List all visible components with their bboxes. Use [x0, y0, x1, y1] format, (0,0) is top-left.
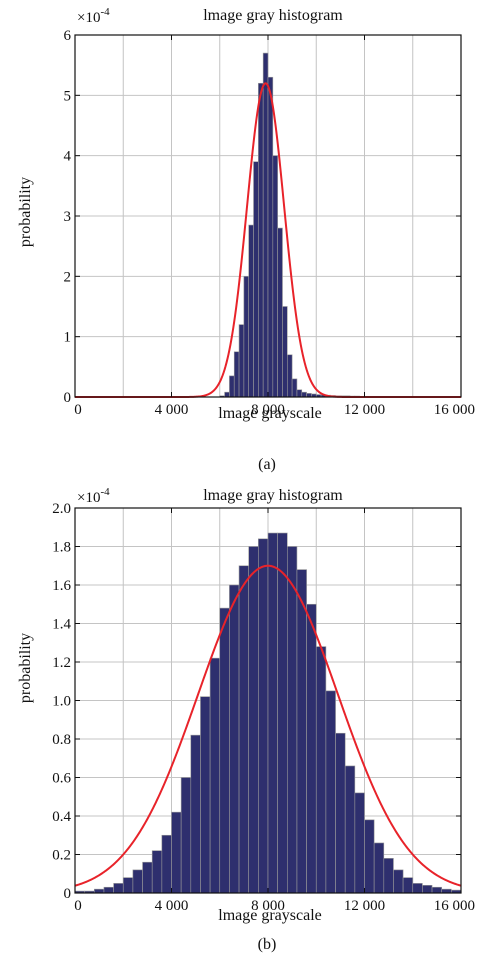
- histogram-bar: [229, 584, 240, 894]
- histogram-bar: [402, 877, 414, 894]
- chart-a-subcaption: (a): [258, 456, 276, 473]
- histogram-bar: [258, 538, 269, 894]
- y-tick-label: 1.4: [52, 617, 71, 633]
- y-tick-label: 1.0: [52, 694, 71, 710]
- histogram-bar: [267, 532, 278, 894]
- histogram-bar: [296, 389, 303, 398]
- chart-b-y-ticks: 0 0.2 0.4 0.6 0.8 1.0 1.2 1.4 1.6 1.8 2.0: [52, 501, 461, 902]
- histogram-bar: [282, 306, 288, 398]
- histogram-bar: [132, 869, 143, 894]
- y-tick-label: 0: [64, 390, 72, 406]
- y-tick-label: 1.2: [52, 655, 71, 671]
- chart-a-y-multiplier: ×10-4: [77, 6, 110, 26]
- x-tick-label: 0: [74, 898, 82, 914]
- histogram-bar: [277, 227, 283, 398]
- chart-a-title: lmage gray histogram: [203, 7, 343, 24]
- y-tick-label: 2.0: [52, 501, 71, 517]
- histogram-bar: [335, 732, 346, 894]
- histogram-bar: [272, 155, 278, 398]
- histogram-bar: [113, 883, 124, 894]
- histogram-bar: [315, 646, 327, 894]
- histogram-bar: [248, 546, 259, 894]
- y-tick-label: 0.6: [52, 771, 71, 787]
- chart-b-fit-curve: [74, 564, 462, 887]
- histogram-bar: [190, 734, 201, 894]
- histogram-bar: [393, 869, 404, 894]
- chart-b: lmage gray histogram ×10-4 0 4 000 8 000 12…: [17, 486, 475, 953]
- x-tick-label: 12 000: [344, 898, 385, 914]
- chart-b-title: lmage gray histogram: [203, 487, 343, 504]
- chart-b-x-ticks: 0 4 000 8 000 12 000 16 000: [74, 508, 475, 914]
- histogram-bar: [364, 819, 375, 894]
- y-tick-label: 5: [64, 88, 72, 104]
- histogram-bar: [422, 884, 433, 894]
- histogram-bar: [262, 52, 269, 398]
- y-tick-label: 6: [64, 28, 72, 44]
- histogram-bar: [253, 161, 259, 398]
- histogram-bar: [248, 224, 254, 398]
- chart-b-subcaption: (b): [258, 936, 277, 953]
- histogram-bar: [344, 765, 356, 894]
- histogram-bar: [291, 378, 298, 398]
- histogram-bar: [122, 877, 134, 894]
- histogram-bar: [219, 607, 230, 894]
- y-tick-label: 1.8: [52, 540, 71, 556]
- histogram-bar: [286, 546, 298, 894]
- histogram-bar: [180, 777, 192, 894]
- x-tick-label: 4 000: [155, 402, 189, 418]
- chart-a-y-ticks: 0 1 2 3 4 5 6: [64, 28, 461, 406]
- histogram-bar: [373, 842, 385, 894]
- histogram-bar: [243, 276, 249, 398]
- y-tick-label: 4: [64, 149, 72, 165]
- histogram-bar: [306, 603, 317, 894]
- histogram-bar: [151, 850, 163, 894]
- y-tick-label: 1: [64, 330, 72, 346]
- chart-b-ylabel: probability: [17, 633, 34, 703]
- histogram-bar: [301, 391, 307, 398]
- histogram-bar: [354, 792, 365, 894]
- chart-a-x-ticks: 0 4 000 8 000 12 000 16 000: [74, 35, 475, 418]
- histogram-bar: [286, 354, 293, 398]
- x-tick-label: 8 000: [251, 898, 285, 914]
- histogram-bar: [412, 883, 423, 894]
- histogram-bar: [238, 565, 250, 894]
- chart-a-bars: [219, 52, 442, 398]
- y-tick-label: 0.2: [52, 848, 71, 864]
- y-tick-label: 2: [64, 269, 72, 285]
- histogram-bar: [383, 858, 394, 894]
- y-tick-label: 0.8: [52, 732, 71, 748]
- histogram-bar: [277, 532, 288, 894]
- chart-b-xlabel: lmage grayscale: [218, 907, 322, 924]
- histogram-bar: [171, 811, 182, 894]
- chart-a-ylabel: probability: [17, 177, 34, 247]
- y-tick-label: 0: [64, 886, 72, 902]
- y-tick-label: 1.6: [52, 578, 71, 594]
- histogram-bar: [296, 569, 307, 894]
- x-tick-label: 8 000: [251, 402, 285, 418]
- histogram-bar: [142, 861, 153, 894]
- histogram-bar: [233, 351, 240, 398]
- x-tick-label: 0: [74, 402, 82, 418]
- chart-b-y-multiplier: ×10-4: [77, 486, 110, 506]
- x-tick-label: 4 000: [155, 898, 189, 914]
- histogram-bar: [229, 375, 235, 398]
- x-tick-label: 16 000: [434, 898, 475, 914]
- histogram-bar: [161, 834, 172, 894]
- chart-a-xlabel: lmage grayscale: [218, 405, 322, 422]
- y-tick-label: 0.4: [52, 809, 71, 825]
- histogram-bar: [103, 886, 114, 894]
- histogram-bar: [267, 76, 274, 398]
- histogram-bar: [224, 391, 230, 398]
- histogram-bar: [238, 324, 245, 398]
- y-tick-label: 3: [64, 209, 72, 225]
- histogram-bar: [209, 657, 221, 894]
- x-tick-label: 12 000: [344, 402, 385, 418]
- histogram-bar: [200, 696, 211, 894]
- x-tick-label: 16 000: [434, 402, 475, 418]
- chart-b-bars: [74, 532, 462, 894]
- histogram-bar: [258, 82, 264, 398]
- histogram-bar: [431, 886, 442, 894]
- histogram-bar: [325, 690, 336, 894]
